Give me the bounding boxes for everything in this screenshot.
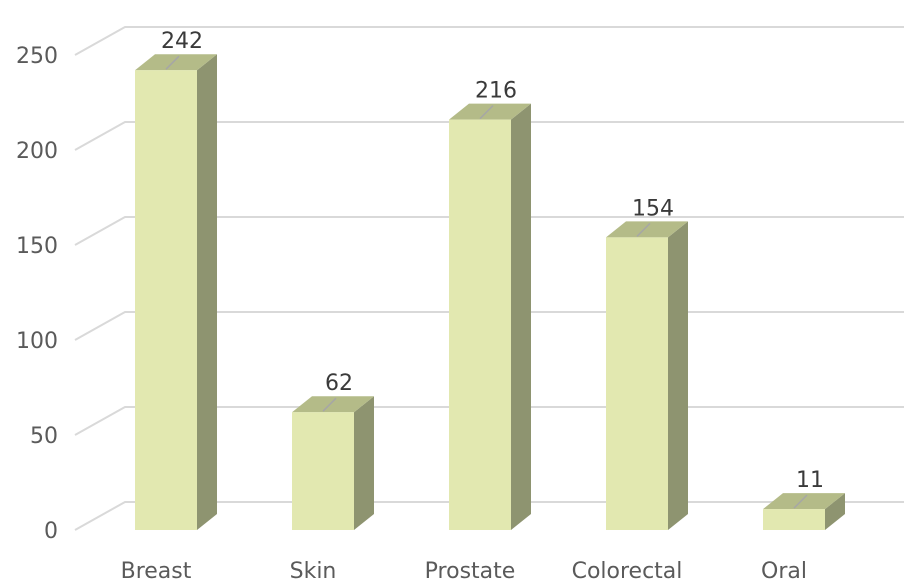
bar-top [763, 493, 845, 510]
bar-front [606, 237, 668, 530]
data-label-leader [479, 105, 494, 120]
x-category-label: Prostate [425, 559, 516, 582]
data-label-leader [165, 55, 180, 70]
bar-top [135, 54, 217, 71]
data-labels: 242 62 216 154 11 [161, 29, 824, 509]
bar-side [197, 54, 217, 530]
gridline [74, 216, 904, 246]
bar-side [825, 493, 845, 530]
bar-front [449, 119, 511, 530]
data-label-leader [636, 222, 651, 237]
bars [135, 54, 845, 530]
bar-top [606, 221, 688, 238]
y-tick-label: 250 [16, 44, 58, 69]
y-tick-label: 50 [30, 424, 58, 449]
y-tick-label: 150 [16, 234, 58, 259]
bar-front [763, 509, 825, 530]
bar-side [668, 221, 688, 530]
bar-front [135, 70, 197, 530]
bar [606, 221, 688, 530]
bar [763, 493, 845, 530]
data-label: 242 [161, 29, 203, 54]
gridline [74, 26, 904, 56]
data-label: 216 [475, 79, 517, 104]
data-label-leader [322, 397, 337, 412]
y-axis-ticks: 0 50 100 150 200 250 [16, 44, 58, 544]
bar [292, 396, 374, 530]
bar-top [292, 396, 374, 413]
y-tick-label: 100 [16, 329, 58, 354]
data-label-leader [793, 494, 808, 509]
x-category-label: Colorectal [572, 559, 683, 582]
data-label: 11 [796, 468, 824, 493]
y-tick-label: 200 [16, 139, 58, 164]
data-label: 62 [325, 371, 353, 396]
bar-side [354, 396, 374, 530]
x-category-label: Breast [121, 559, 192, 582]
x-axis-categories: Breast Skin Prostate Colorectal Oral [121, 559, 807, 582]
data-label: 154 [632, 196, 674, 221]
bar-top [449, 103, 531, 120]
bar-side [511, 103, 531, 530]
y-tick-label: 0 [44, 519, 58, 544]
x-category-label: Skin [290, 559, 337, 582]
bar [449, 103, 531, 530]
gridline [74, 121, 904, 151]
bar-front [292, 412, 354, 530]
bar [135, 54, 217, 530]
x-category-label: Oral [761, 559, 807, 582]
